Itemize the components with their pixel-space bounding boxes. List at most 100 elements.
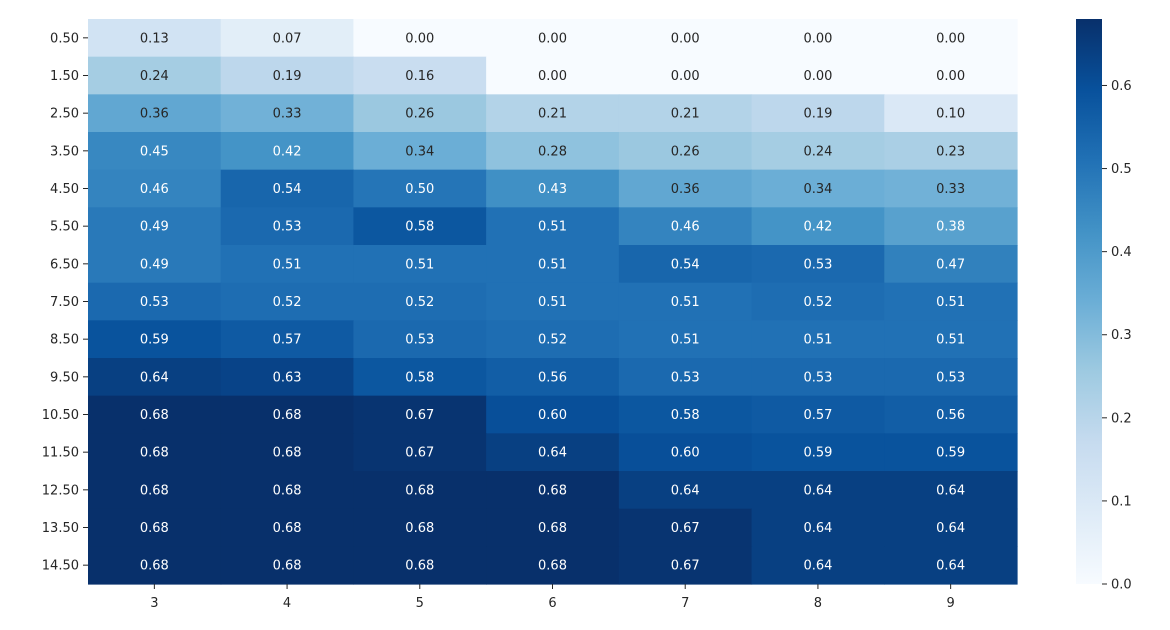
heatmap-cell: [618, 471, 753, 510]
cell-value-label: 0.57: [273, 333, 302, 348]
heatmap-cell: [884, 245, 1018, 284]
cell-value-label: 0.64: [538, 446, 567, 461]
cell-value-label: 0.52: [538, 333, 567, 348]
cell-value-label: 0.00: [803, 31, 832, 46]
heatmap-cell: [618, 19, 753, 58]
heatmap-cell: [884, 94, 1018, 133]
y-tick-label: 11.50: [42, 446, 79, 461]
y-tick-label: 0.50: [50, 31, 79, 46]
heatmap-cell: [751, 433, 885, 472]
heatmap-cell: [88, 169, 222, 208]
cell-value-label: 0.68: [273, 408, 302, 423]
heatmap-cell: [88, 56, 222, 95]
cell-value-label: 0.68: [273, 483, 302, 498]
heatmap-cell: [884, 169, 1018, 208]
cell-value-label: 0.68: [140, 408, 169, 423]
heatmap-cell: [220, 320, 355, 359]
heatmap-cell: [751, 282, 885, 321]
heatmap-cell: [618, 245, 753, 284]
heatmap-cell: [88, 320, 222, 359]
cell-value-label: 0.53: [671, 370, 700, 385]
heatmap-cell: [353, 56, 487, 95]
x-tick-label: 5: [416, 596, 424, 611]
y-tick-label: 2.50: [50, 107, 79, 122]
cell-value-label: 0.59: [803, 446, 832, 461]
heatmap-cell: [88, 132, 222, 171]
cell-value-label: 0.51: [538, 257, 567, 272]
heatmap-cell: [353, 207, 487, 246]
x-tick-label: 3: [150, 596, 158, 611]
cell-value-label: 0.68: [405, 521, 434, 536]
cell-value-label: 0.51: [936, 295, 965, 310]
heatmap-cell: [884, 508, 1018, 547]
cell-value-label: 0.54: [273, 182, 302, 197]
x-tick-label: 9: [947, 596, 955, 611]
heatmap-cell: [353, 132, 487, 171]
colorbar: 0.0 0.1 0.2 0.3 0.4 0.5 0.6: [1076, 19, 1132, 593]
heatmap-cell: [751, 19, 885, 58]
y-tick-label: 14.50: [42, 559, 79, 574]
cell-value-label: 0.68: [538, 521, 567, 536]
cell-value-label: 0.24: [140, 69, 169, 84]
heatmap-cell: [884, 395, 1018, 434]
cell-value-label: 0.64: [936, 483, 965, 498]
heatmap-cell: [486, 132, 620, 171]
heatmap-cell: [884, 320, 1018, 359]
heatmap-cell: [884, 282, 1018, 321]
cell-value-label: 0.00: [671, 69, 700, 84]
heatmap-cell: [751, 132, 885, 171]
heatmap-cell: [486, 508, 620, 547]
heatmap-cell: [220, 433, 355, 472]
heatmap-cell: [220, 546, 355, 585]
heatmap-cell: [486, 94, 620, 133]
cell-value-label: 0.42: [803, 220, 832, 235]
heatmap-cell: [751, 395, 885, 434]
cell-value-label: 0.64: [671, 483, 700, 498]
cell-value-label: 0.26: [405, 107, 434, 122]
heatmap-cell: [751, 546, 885, 585]
cell-value-label: 0.51: [538, 220, 567, 235]
heatmap-cell: [618, 94, 753, 133]
heatmap-cell: [618, 207, 753, 246]
heatmap-cell: [486, 207, 620, 246]
cell-value-label: 0.67: [405, 446, 434, 461]
cell-value-label: 0.58: [405, 370, 434, 385]
cell-value-label: 0.33: [273, 107, 302, 122]
heatmap-cell: [220, 358, 355, 397]
cell-value-label: 0.00: [936, 31, 965, 46]
cell-value-label: 0.21: [671, 107, 700, 122]
heatmap-cell: [486, 56, 620, 95]
y-axis: 0.50 1.50 2.50 3.50 4.50 5.50 6.50 7.50 8.50 9.50…: [42, 31, 88, 574]
cell-value-label: 0.16: [405, 69, 434, 84]
cell-value-label: 0.33: [936, 182, 965, 197]
heatmap-cell: [751, 207, 885, 246]
heatmap-cell: [220, 395, 355, 434]
heatmap-cell: [486, 282, 620, 321]
cell-value-label: 0.07: [273, 31, 302, 46]
y-tick-label: 13.50: [42, 521, 79, 536]
cell-value-label: 0.54: [671, 257, 700, 272]
heatmap-cell: [353, 546, 487, 585]
cell-value-label: 0.64: [936, 521, 965, 536]
y-tick-label: 7.50: [50, 295, 79, 310]
cell-value-label: 0.68: [140, 559, 169, 574]
heatmap-cell: [220, 471, 355, 510]
heatmap-cell: [88, 546, 222, 585]
colorbar-gradient: [1076, 19, 1102, 584]
cell-value-label: 0.21: [538, 107, 567, 122]
colorbar-tick-label: 0.2: [1111, 411, 1132, 426]
y-tick-label: 6.50: [50, 257, 79, 272]
heatmap-cell: [353, 395, 487, 434]
heatmap-cell: [220, 245, 355, 284]
cell-value-label: 0.26: [671, 144, 700, 159]
cell-value-label: 0.19: [803, 107, 832, 122]
heatmap-cell: [884, 546, 1018, 585]
heatmap-cell: [220, 508, 355, 547]
cell-value-label: 0.64: [140, 370, 169, 385]
heatmap-cell: [88, 395, 222, 434]
y-tick-label: 10.50: [42, 408, 79, 423]
y-tick-label: 1.50: [50, 69, 79, 84]
heatmap-cell: [751, 508, 885, 547]
cell-value-label: 0.34: [803, 182, 832, 197]
cell-value-label: 0.00: [803, 69, 832, 84]
